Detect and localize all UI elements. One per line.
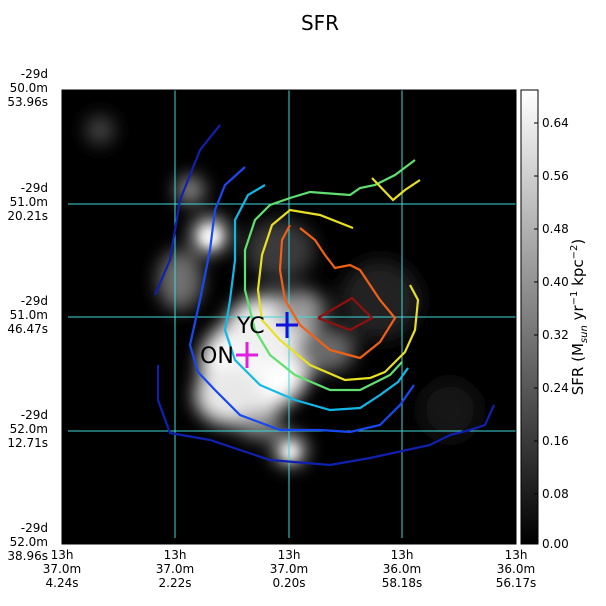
cb-tick-7: 0.08 [542, 487, 569, 501]
sfr-contours [153, 124, 496, 467]
yc-marker: YC [236, 312, 298, 339]
x-tick-3: 13h 36.0m 58.18s [382, 548, 423, 590]
y-tick-0: -29d 50.0m 53.96s [7, 67, 48, 109]
x-tick-4: 13h 36.0m 56.17s [496, 548, 537, 590]
cb-tick-1: 0.56 [542, 169, 569, 183]
contour-level-3 [223, 184, 409, 412]
y-tick-3: -29d 52.0m 12.71s [7, 408, 48, 450]
colorbar-label: SFR (Msun yr−1 kpc−2) [569, 239, 590, 395]
contour-level-2 [188, 166, 415, 434]
cb-tick-4: 0.32 [542, 328, 569, 342]
cb-tick-2: 0.48 [542, 222, 569, 236]
y-tick-labels: -29d 50.0m 53.96s -29d 51.0m 20.21s -29d 51.0… [7, 67, 48, 563]
contour-level-6 [278, 224, 397, 360]
y-tick-4: -29d 52.0m 38.96s [7, 521, 48, 563]
figure-title: SFR [301, 11, 339, 35]
x-tick-1: 13h 37.0m 2.22s [156, 548, 194, 590]
on-marker: ON [200, 342, 258, 369]
contour-level-1 [153, 124, 221, 296]
cb-tick-5: 0.24 [542, 381, 569, 395]
contour-level-7 [317, 296, 374, 332]
contour-level-5 [371, 177, 421, 202]
y-tick-2: -29d 51.0m 46.47s [7, 294, 48, 336]
on-label: ON [200, 344, 234, 369]
sfr-image: YC ON [62, 90, 516, 544]
x-tick-labels: 13h 37.0m 4.24s 13h 37.0m 2.22s 13h 37.0m 0.20… [43, 548, 537, 590]
contour-level-1b [156, 365, 496, 467]
contour-level-4 [243, 159, 416, 392]
y-tick-1: -29d 51.0m 20.21s [7, 181, 48, 223]
cb-tick-8: 0.00 [542, 537, 569, 551]
yc-label: YC [236, 314, 265, 339]
coordinate-grid [62, 90, 516, 544]
tick-marks [61, 89, 517, 545]
cb-tick-6: 0.16 [542, 434, 569, 448]
cb-tick-3: 0.40 [542, 275, 569, 289]
cb-tick-0: 0.64 [542, 116, 569, 130]
contour-level-5b [256, 208, 420, 382]
colorbar-tick-labels: 0.64 0.56 0.48 0.40 0.32 0.24 0.16 0.08 … [542, 116, 569, 551]
colorbar-gradient [520, 89, 539, 545]
x-tick-0: 13h 37.0m 4.24s [43, 548, 81, 590]
colorbar: 0.64 0.56 0.48 0.40 0.32 0.24 0.16 0.08 … [520, 89, 590, 551]
x-tick-2: 13h 37.0m 0.20s [270, 548, 308, 590]
colorbar-ticks [534, 122, 538, 495]
